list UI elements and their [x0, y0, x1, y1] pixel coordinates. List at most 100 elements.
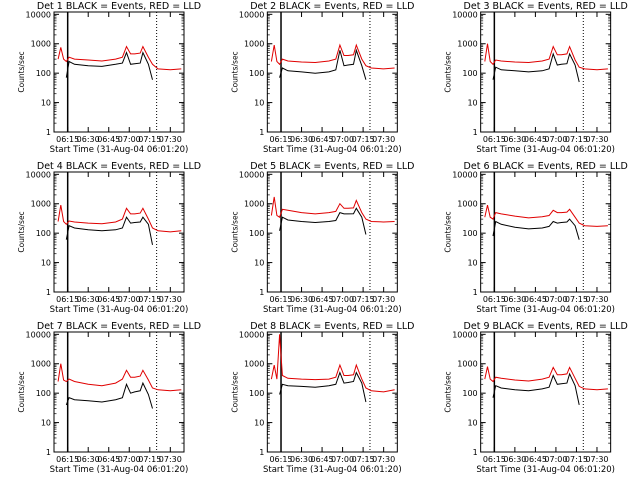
- x-tick-label: 06:30: [77, 295, 100, 304]
- plot-frame: [480, 11, 612, 133]
- x-tick-label: 07:00: [544, 455, 567, 464]
- series-lld-line: [484, 43, 608, 71]
- plot-frame: [266, 171, 398, 293]
- panel-det-6: Det 6 BLACK = Events, RED = LLD 1 10 100 100…: [444, 161, 628, 315]
- x-tick-label: 06:45: [311, 295, 334, 304]
- y-tick-label: 1000: [457, 360, 477, 369]
- series-events-line: [492, 372, 580, 406]
- y-tick-label: 100: [36, 389, 51, 398]
- y-tick-label: 10: [41, 99, 51, 108]
- x-tick-label: 06:45: [311, 455, 334, 464]
- panel-det-4: Det 4 BLACK = Events, RED = LLD 1 10 100 100…: [17, 161, 201, 315]
- panel-det-1: Det 1 BLACK = Events, RED = LLD 1 10 100 100…: [17, 1, 201, 155]
- y-tick-label: 10: [41, 419, 51, 428]
- y-axis-label: Counts/sec: [17, 371, 26, 412]
- series-lld-line: [484, 204, 608, 227]
- series-events-line: [279, 371, 367, 403]
- x-tick-label: 06:15: [56, 135, 79, 144]
- x-axis-label: Start Time (31-Aug-04 06:01:20): [476, 305, 615, 315]
- series-events-line: [492, 218, 580, 240]
- y-tick-label: 10: [467, 419, 477, 428]
- x-tick-label: 07:30: [159, 455, 182, 464]
- x-tick-label: 06:15: [56, 295, 79, 304]
- x-tick-label: 07:15: [138, 455, 161, 464]
- x-tick-label: 06:45: [97, 135, 120, 144]
- x-axis-label: Start Time (31-Aug-04 06:01:20): [263, 145, 402, 155]
- x-axis-label: Start Time (31-Aug-04 06:01:20): [50, 145, 189, 155]
- panel-title: Det 4 BLACK = Events, RED = LLD: [37, 161, 201, 172]
- y-tick-label: 10000: [239, 170, 264, 179]
- x-tick-label: 07:30: [159, 135, 182, 144]
- x-axis-label: Start Time (31-Aug-04 06:01:20): [263, 305, 402, 315]
- x-tick-label: 07:00: [118, 295, 141, 304]
- y-axis-label: Counts/sec: [17, 51, 26, 92]
- series-events-line: [65, 381, 153, 409]
- series-lld-line: [57, 205, 182, 233]
- x-axis-label: Start Time (31-Aug-04 06:01:20): [476, 465, 615, 475]
- y-axis-label: Counts/sec: [444, 211, 453, 252]
- series-events-line: [65, 216, 153, 245]
- y-tick-label: 100: [462, 389, 477, 398]
- panel-det-7: Det 7 BLACK = Events, RED = LLD 1 10 100 100…: [17, 321, 201, 475]
- x-tick-label: 06:30: [290, 455, 313, 464]
- x-tick-label: 07:00: [331, 135, 354, 144]
- panel-det-8: Det 8 BLACK = Events, RED = LLD 1 10 100 100…: [230, 321, 414, 475]
- series-events-line: [279, 207, 367, 235]
- y-tick-label: 10000: [452, 330, 477, 339]
- x-tick-label: 06:15: [483, 295, 506, 304]
- panel-det-9: Det 9 BLACK = Events, RED = LLD 1 10 100 100…: [444, 321, 628, 475]
- x-tick-label: 06:30: [290, 135, 313, 144]
- y-tick-label: 1: [46, 448, 51, 457]
- x-tick-label: 07:15: [352, 455, 375, 464]
- x-tick-label: 06:15: [269, 295, 292, 304]
- x-tick-label: 06:30: [290, 295, 313, 304]
- x-tick-label: 07:15: [352, 135, 375, 144]
- y-tick-label: 1000: [457, 40, 477, 49]
- y-tick-label: 1000: [244, 40, 264, 49]
- y-tick-label: 1: [46, 288, 51, 297]
- x-tick-label: 06:15: [483, 135, 506, 144]
- panel-title: Det 5 BLACK = Events, RED = LLD: [250, 161, 414, 172]
- x-tick-label: 06:45: [524, 295, 547, 304]
- y-tick-label: 10000: [452, 170, 477, 179]
- x-tick-label: 06:30: [503, 135, 526, 144]
- plot-frame: [480, 331, 612, 453]
- y-axis-label: Counts/sec: [230, 371, 239, 412]
- y-tick-label: 100: [249, 389, 264, 398]
- x-tick-label: 07:15: [138, 135, 161, 144]
- x-tick-label: 06:30: [503, 295, 526, 304]
- y-axis-label: Counts/sec: [17, 211, 26, 252]
- series-events-line: [279, 48, 367, 80]
- x-axis-label: Start Time (31-Aug-04 06:01:20): [50, 465, 189, 475]
- series-lld-line: [57, 45, 182, 71]
- x-tick-label: 06:45: [524, 455, 547, 464]
- series-lld-line: [484, 366, 608, 391]
- panel-det-2: Det 2 BLACK = Events, RED = LLD 1 10 100 100…: [230, 1, 414, 155]
- y-axis-label: Counts/sec: [230, 211, 239, 252]
- y-tick-label: 1000: [31, 200, 51, 209]
- series-events-line: [492, 52, 580, 83]
- x-tick-label: 06:15: [483, 455, 506, 464]
- x-tick-label: 07:00: [118, 455, 141, 464]
- y-tick-label: 100: [462, 229, 477, 238]
- x-tick-label: 06:30: [77, 135, 100, 144]
- x-tick-label: 07:00: [544, 295, 567, 304]
- x-tick-label: 07:15: [352, 295, 375, 304]
- x-axis-label: Start Time (31-Aug-04 06:01:20): [50, 305, 189, 315]
- x-tick-label: 06:45: [97, 295, 120, 304]
- y-tick-label: 10000: [26, 330, 51, 339]
- y-tick-label: 1000: [244, 360, 264, 369]
- y-tick-label: 100: [249, 229, 264, 238]
- x-tick-label: 06:30: [77, 455, 100, 464]
- x-tick-label: 07:00: [544, 135, 567, 144]
- y-tick-label: 10: [254, 99, 264, 108]
- panel-title: Det 9 BLACK = Events, RED = LLD: [464, 321, 628, 332]
- y-axis-label: Counts/sec: [230, 51, 239, 92]
- y-tick-label: 100: [36, 229, 51, 238]
- x-tick-label: 07:00: [331, 295, 354, 304]
- panel-title: Det 7 BLACK = Events, RED = LLD: [37, 321, 201, 332]
- series-lld-line: [270, 196, 395, 223]
- x-axis-label: Start Time (31-Aug-04 06:01:20): [263, 465, 402, 475]
